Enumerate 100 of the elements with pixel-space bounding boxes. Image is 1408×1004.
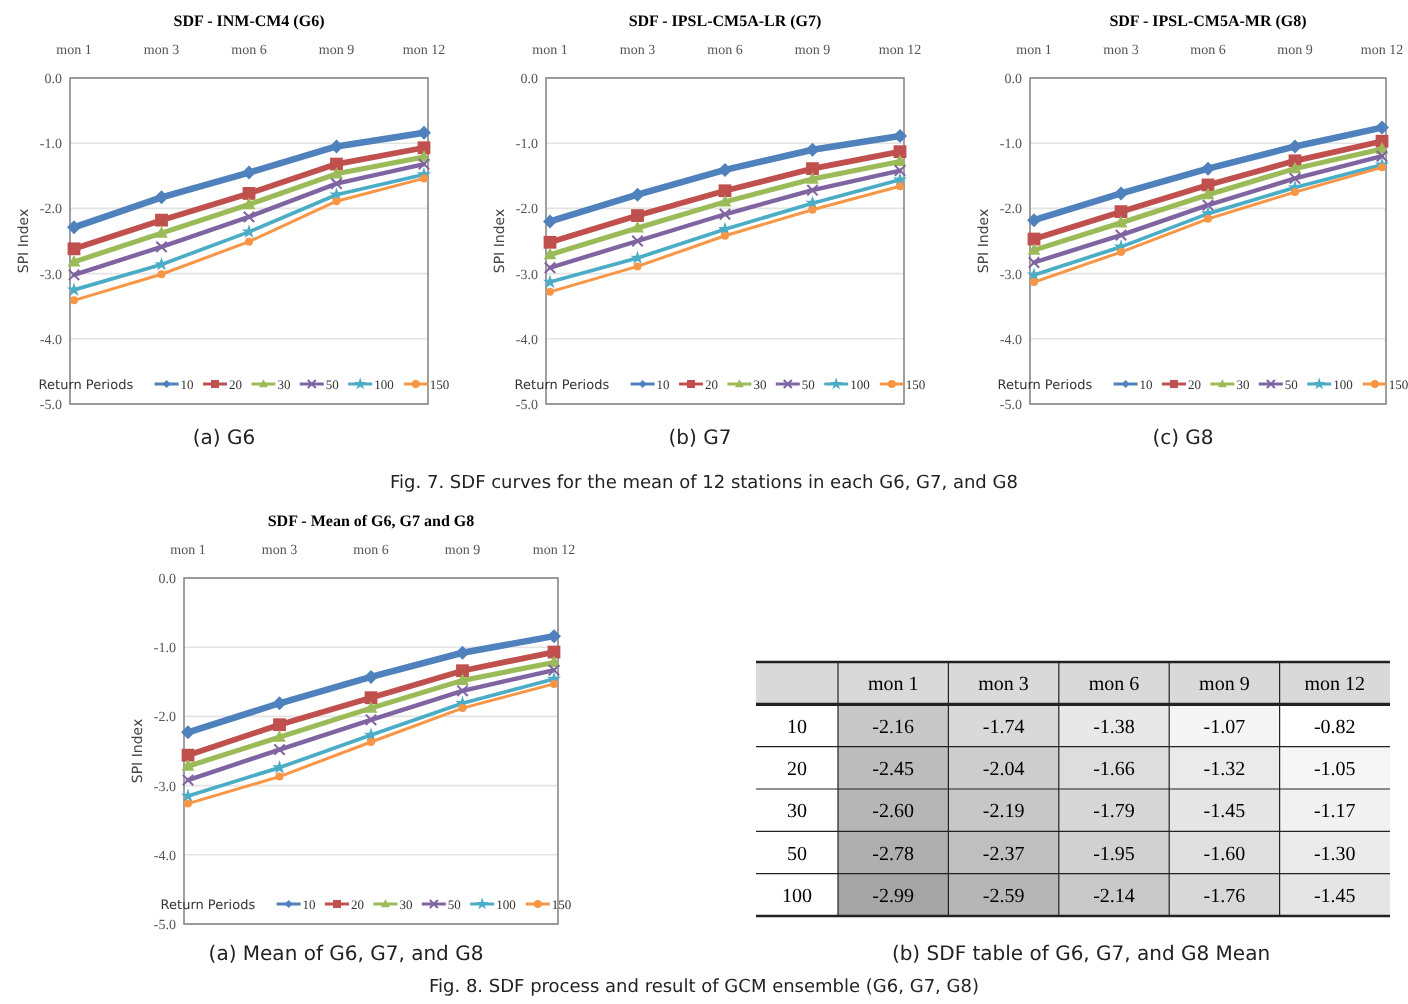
point — [1117, 248, 1125, 257]
point — [893, 145, 907, 159]
point — [154, 190, 169, 205]
point — [1027, 256, 1041, 269]
point — [330, 166, 343, 179]
caption: Fig. 8. SDF process and result of GCM ensemble (G6, G7, G8) — [429, 978, 979, 998]
point — [543, 214, 557, 229]
point — [155, 226, 168, 238]
point — [631, 221, 644, 233]
point — [543, 235, 557, 249]
point — [1291, 188, 1299, 197]
point — [420, 174, 428, 183]
point — [550, 679, 558, 688]
point — [721, 231, 729, 240]
point — [806, 183, 819, 197]
data-label: -1.05 — [1313, 758, 1356, 781]
point — [417, 125, 431, 140]
point — [273, 730, 286, 742]
chart-title: SDF - IPSL-CM5A-LR (G7) — [628, 12, 823, 30]
point — [181, 725, 195, 740]
point — [364, 713, 378, 727]
point — [67, 254, 81, 267]
data-label: -1.76 — [1203, 885, 1246, 908]
data-label: -2.14 — [1093, 885, 1135, 908]
point — [1201, 161, 1215, 176]
data-label: -1.17 — [1313, 801, 1356, 824]
data-label: -0.82 — [1313, 716, 1356, 739]
point — [456, 664, 469, 678]
point — [1027, 213, 1041, 228]
point — [718, 184, 732, 198]
x-tick-label: mon 12 — [1304, 674, 1366, 697]
data-label: -2.37 — [982, 843, 1025, 866]
point — [1201, 198, 1215, 212]
data-label: -1.30 — [1313, 843, 1356, 866]
data-label: -2.99 — [872, 885, 915, 908]
data-label: -1.79 — [1093, 801, 1135, 824]
text: (a) Mean of G6, G7, and G8 — [208, 944, 484, 966]
data-label: -2.16 — [872, 716, 915, 739]
data-label: -1.38 — [1093, 716, 1135, 739]
point — [896, 182, 904, 191]
point — [1201, 187, 1215, 200]
point — [808, 205, 817, 214]
point — [155, 213, 168, 227]
point — [417, 141, 431, 155]
point — [1114, 205, 1128, 219]
data-label: -2.45 — [872, 758, 915, 781]
point — [458, 704, 467, 713]
text: (b) SDF table of G6, G7, and G8 Mean — [891, 944, 1271, 966]
point — [893, 164, 907, 177]
point — [1288, 139, 1302, 154]
point — [543, 247, 557, 260]
point — [245, 237, 253, 246]
point — [806, 162, 819, 176]
text: (b) G7 — [668, 428, 732, 450]
point — [242, 165, 256, 180]
data-label: -2.78 — [872, 843, 915, 866]
point — [181, 748, 195, 762]
point — [633, 262, 642, 271]
data-label: -1.95 — [1093, 843, 1135, 866]
point — [1375, 150, 1389, 163]
point — [181, 773, 195, 787]
point — [1204, 214, 1212, 223]
point — [242, 210, 256, 224]
point — [364, 691, 378, 705]
point — [1378, 163, 1386, 172]
text: (c) G8 — [1152, 428, 1214, 450]
point — [417, 157, 431, 171]
point — [272, 696, 287, 711]
point — [155, 240, 168, 254]
caption: Fig. 7. SDF curves for the mean of 12 stations in each G6, G7, and G8 — [390, 474, 1019, 494]
point — [1288, 161, 1302, 174]
data-label: -1.66 — [1093, 758, 1135, 781]
point — [330, 177, 343, 190]
point — [630, 187, 645, 202]
x-tick-label: mon 1 — [867, 674, 919, 697]
point — [242, 197, 256, 210]
point — [275, 772, 284, 781]
data-label: -1.07 — [1203, 716, 1246, 739]
data-label: -2.04 — [982, 758, 1025, 781]
point — [367, 738, 375, 746]
point — [242, 187, 256, 200]
x-tick-label: mon 3 — [978, 674, 1029, 697]
point — [631, 234, 644, 248]
point — [718, 194, 732, 207]
point — [273, 743, 286, 756]
y-tick-label: 100 — [782, 885, 812, 908]
point — [1375, 120, 1389, 135]
point — [70, 296, 78, 305]
point — [184, 799, 192, 808]
point — [1114, 228, 1128, 242]
y-tick-label: 10 — [787, 716, 807, 739]
point — [547, 663, 561, 677]
point — [1288, 172, 1302, 185]
point — [543, 261, 557, 274]
point — [718, 208, 732, 221]
x-tick-label: mon 9 — [1199, 674, 1250, 697]
data-label: -2.19 — [982, 801, 1025, 824]
data-label: -1.60 — [1203, 843, 1246, 866]
point — [546, 287, 554, 296]
point — [1030, 278, 1038, 287]
